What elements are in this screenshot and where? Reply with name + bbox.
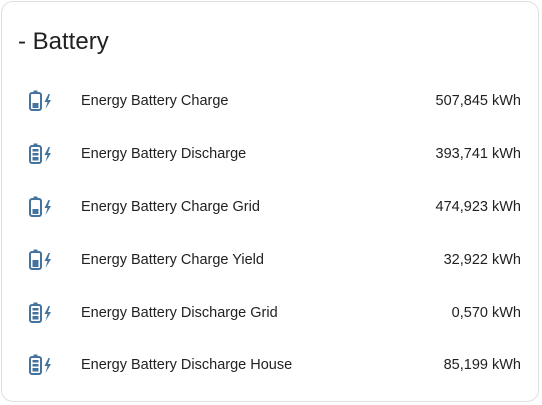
battery-charging-icon bbox=[26, 192, 56, 222]
entity-name: Energy Battery Discharge Grid bbox=[81, 304, 278, 321]
battery-charging-icon bbox=[26, 86, 56, 116]
entity-value: 507,845 kWh bbox=[435, 93, 521, 110]
entity-value: 32,922 kWh bbox=[443, 251, 521, 268]
card-title: - Battery bbox=[18, 28, 109, 55]
entity-name: Energy Battery Discharge House bbox=[81, 357, 293, 374]
entity-name: Energy Battery Charge Yield bbox=[81, 251, 264, 268]
entity-value: 474,923 kWh bbox=[435, 198, 521, 215]
battery-discharging-icon bbox=[26, 350, 56, 380]
entity-value: 0,570 kWh bbox=[451, 304, 521, 321]
entity-row-energy-battery-charge-grid[interactable]: Energy Battery Charge Grid 474,923 kWh bbox=[2, 181, 538, 234]
entity-value: 393,741 kWh bbox=[435, 146, 521, 163]
entity-row-energy-battery-discharge-grid[interactable]: Energy Battery Discharge Grid 0,570 kWh bbox=[2, 286, 538, 339]
battery-discharging-icon bbox=[26, 298, 56, 328]
entity-value: 85,199 kWh bbox=[443, 357, 521, 374]
entity-name: Energy Battery Discharge bbox=[81, 146, 247, 163]
battery-discharging-icon bbox=[26, 139, 56, 169]
entity-name: Energy Battery Charge bbox=[81, 93, 229, 110]
battery-charging-icon bbox=[26, 245, 56, 275]
entity-list: Energy Battery Charge 507,845 kWh Energy… bbox=[2, 75, 538, 392]
entity-name: Energy Battery Charge Grid bbox=[81, 198, 260, 215]
entity-row-energy-battery-discharge[interactable]: Energy Battery Discharge 393,741 kWh bbox=[2, 128, 538, 181]
entity-row-energy-battery-charge-yield[interactable]: Energy Battery Charge Yield 32,922 kWh bbox=[2, 233, 538, 286]
entity-row-energy-battery-discharge-house[interactable]: Energy Battery Discharge House 85,199 kW… bbox=[2, 339, 538, 392]
entity-row-energy-battery-charge[interactable]: Energy Battery Charge 507,845 kWh bbox=[2, 75, 538, 128]
